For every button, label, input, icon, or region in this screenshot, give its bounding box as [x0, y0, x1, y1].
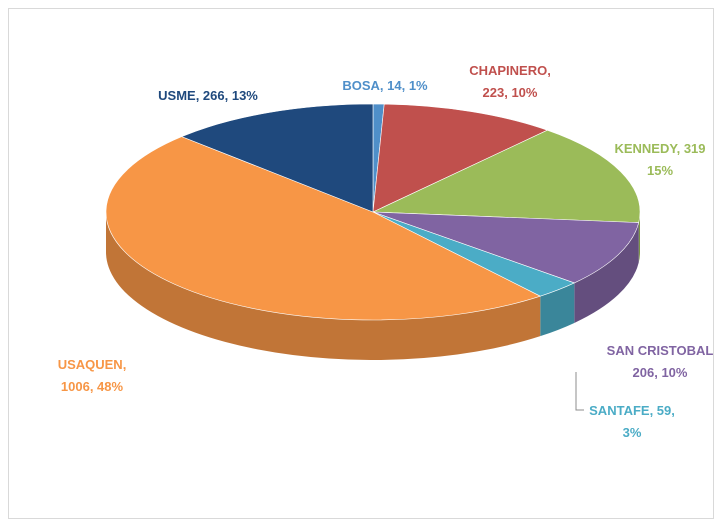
data-label: USAQUEN, 1006, 48%	[58, 357, 127, 394]
data-labels: BOSA, 14, 1% CHAPINERO, 223, 10% KENNEDY, 3…	[58, 63, 714, 440]
slice	[372, 103, 549, 213]
slice	[180, 103, 374, 213]
slice-side	[540, 282, 575, 337]
data-label: BOSA, 14, 1%	[342, 78, 428, 93]
slice	[372, 211, 640, 284]
leader-line	[575, 372, 584, 411]
slice	[372, 129, 641, 223]
pie-sides	[106, 212, 640, 360]
data-label: KENNEDY, 319 15%	[614, 141, 705, 178]
slice	[105, 136, 542, 321]
slice-side	[638, 212, 640, 263]
data-label: USME, 266, 13%	[158, 88, 258, 103]
slice-side	[574, 222, 639, 323]
data-label: CHAPINERO, 223, 10%	[469, 63, 551, 100]
pie-tops	[105, 103, 641, 321]
slice-side	[106, 212, 541, 360]
data-label: SAN CRISTOBAL 206, 10%	[607, 343, 714, 380]
data-label: SANTAFE, 59, 3%	[589, 403, 675, 440]
